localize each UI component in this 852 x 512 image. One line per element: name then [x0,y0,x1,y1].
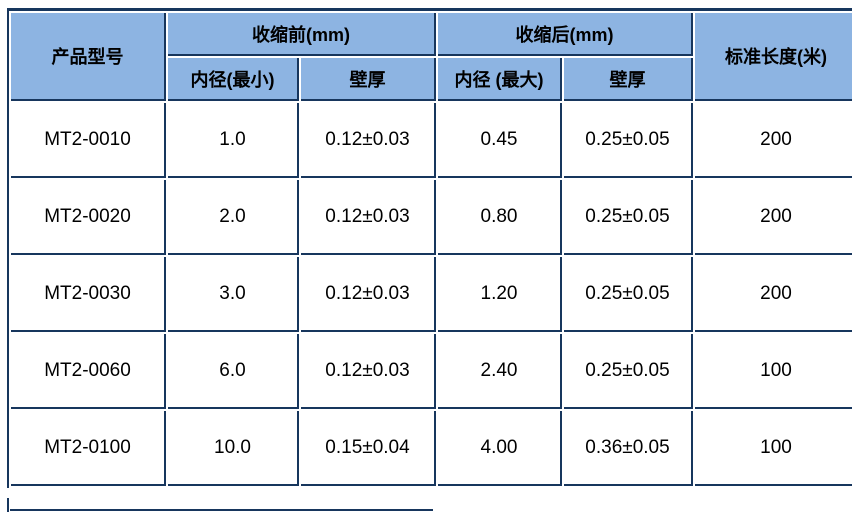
header-after-inner-diameter: 内径 (最大) [438,58,562,101]
product-spec-table: 产品型号 收缩前(mm) 收缩后(mm) 标准长度(米) 内径(最小) 壁厚 内… [7,8,852,488]
table-row: MT2-0100 10.0 0.15±0.04 4.00 0.36±0.05 1… [11,411,852,486]
cell-before-inner-diameter: 3.0 [168,257,299,332]
header-row-groups: 产品型号 收缩前(mm) 收缩后(mm) 标准长度(米) [11,13,852,101]
cell-after-inner-diameter: 4.00 [438,411,562,486]
cell-before-inner-diameter: 2.0 [168,180,299,255]
cell-standard-length: 200 [695,180,852,255]
cell-product-model: MT2-0100 [11,411,166,486]
header-standard-length: 标准长度(米) [695,13,852,101]
cutoff-next-row-top-line [10,509,433,511]
cell-standard-length: 100 [695,334,852,409]
cell-before-wall-thickness: 0.12±0.03 [301,257,436,332]
cell-before-wall-thickness: 0.12±0.03 [301,180,436,255]
cell-after-wall-thickness: 0.25±0.05 [564,103,693,178]
table-row: MT2-0060 6.0 0.12±0.03 2.40 0.25±0.05 10… [11,334,852,409]
cell-product-model: MT2-0060 [11,334,166,409]
header-group-after-shrink: 收缩后(mm) [438,13,693,56]
table-row: MT2-0030 3.0 0.12±0.03 1.20 0.25±0.05 20… [11,257,852,332]
cell-before-inner-diameter: 1.0 [168,103,299,178]
cell-product-model: MT2-0010 [11,103,166,178]
cell-product-model: MT2-0020 [11,180,166,255]
cell-after-inner-diameter: 2.40 [438,334,562,409]
cell-standard-length: 200 [695,257,852,332]
cell-before-inner-diameter: 10.0 [168,411,299,486]
cell-standard-length: 200 [695,103,852,178]
cell-after-inner-diameter: 0.45 [438,103,562,178]
header-before-wall-thickness: 壁厚 [301,58,436,101]
table-header: 产品型号 收缩前(mm) 收缩后(mm) 标准长度(米) 内径(最小) 壁厚 内… [11,13,852,101]
header-after-wall-thickness: 壁厚 [564,58,693,101]
cell-before-wall-thickness: 0.12±0.03 [301,103,436,178]
cell-before-inner-diameter: 6.0 [168,334,299,409]
header-before-inner-diameter: 内径(最小) [168,58,299,101]
cutoff-next-row-left-border [7,498,9,512]
cell-after-wall-thickness: 0.25±0.05 [564,180,693,255]
header-group-before-shrink: 收缩前(mm) [168,13,436,56]
table-body: MT2-0010 1.0 0.12±0.03 0.45 0.25±0.05 20… [11,103,852,486]
cell-before-wall-thickness: 0.15±0.04 [301,411,436,486]
cell-after-inner-diameter: 0.80 [438,180,562,255]
cell-after-wall-thickness: 0.25±0.05 [564,257,693,332]
cell-product-model: MT2-0030 [11,257,166,332]
cell-before-wall-thickness: 0.12±0.03 [301,334,436,409]
cell-after-wall-thickness: 0.36±0.05 [564,411,693,486]
table-row: MT2-0020 2.0 0.12±0.03 0.80 0.25±0.05 20… [11,180,852,255]
table-row: MT2-0010 1.0 0.12±0.03 0.45 0.25±0.05 20… [11,103,852,178]
cell-after-wall-thickness: 0.25±0.05 [564,334,693,409]
cell-after-inner-diameter: 1.20 [438,257,562,332]
header-row-subcolumns: 内径(最小) 壁厚 内径 (最大) 壁厚 [11,58,852,101]
cell-standard-length: 100 [695,411,852,486]
header-product-model: 产品型号 [11,13,166,101]
